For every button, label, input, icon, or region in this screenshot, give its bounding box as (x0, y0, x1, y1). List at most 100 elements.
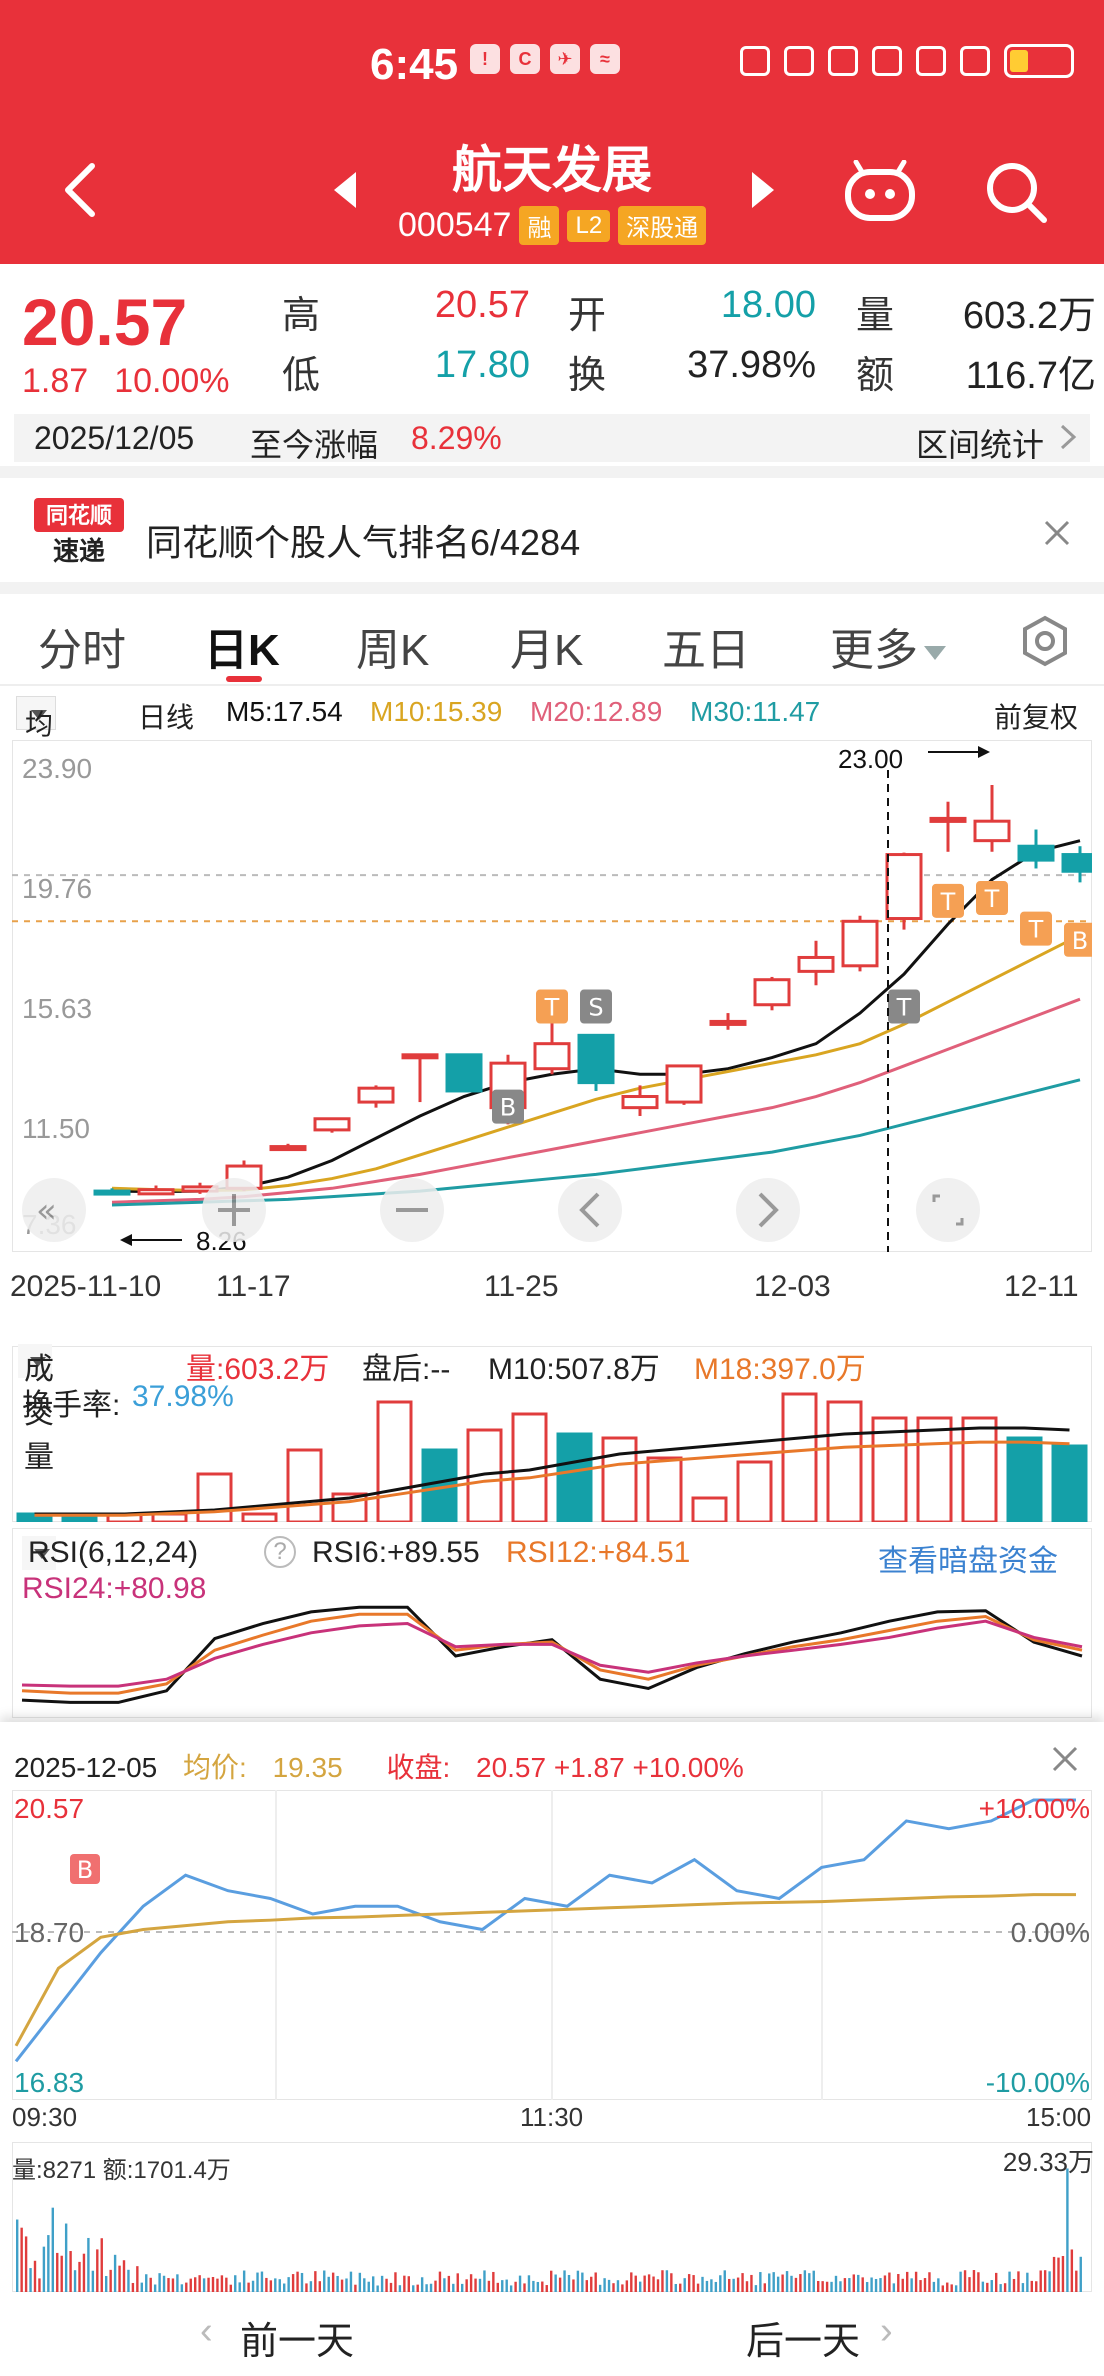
intraday-volume-bar (42, 2246, 46, 2292)
intraday-volume-bar (545, 2285, 548, 2292)
volume-chart[interactable] (12, 1346, 1092, 1522)
intraday-volume-bar (1075, 2270, 1078, 2292)
intraday-chart[interactable]: 20.57 18.70 16.83 +10.00% 0.00% -10.00% … (12, 1790, 1092, 2100)
intraday-volume-bar (234, 2275, 237, 2292)
trade-marker-label: B (500, 1094, 516, 1122)
interval-stats-link[interactable]: 区间统计 (915, 427, 1044, 463)
intraday-volume-bar (287, 2277, 290, 2292)
change-amount: 1.87 (22, 362, 89, 400)
open-value: 18.00 (720, 284, 816, 326)
chevron-left-icon: ‹ (200, 2310, 213, 2352)
intraday-volume-bar (469, 2274, 473, 2292)
rsi-chart[interactable] (12, 1528, 1092, 1718)
back-icon[interactable] (60, 160, 100, 220)
intraday-volume-bar (576, 2270, 580, 2292)
quote-panel: 20.57 1.87 10.00% 高 20.57 低 17.80 开 18.00… (0, 264, 1104, 414)
intraday-volume-bar (501, 2280, 504, 2292)
tab-more[interactable]: 更多 (830, 614, 946, 678)
intraday-volume-bar (590, 2276, 593, 2292)
rsi-selector[interactable]: RSI(6,12,24) (22, 1536, 198, 1570)
intraday-volume-bar (643, 2275, 646, 2292)
volume-selector[interactable]: 成交量 (18, 1344, 54, 1474)
stock-code-row: 000547 融 L2 深股通 (398, 206, 707, 245)
intraday-volume-bar (202, 2278, 206, 2292)
x-label: 11-25 (484, 1270, 559, 1303)
volume-bar (601, 1436, 638, 1522)
tab-five-day[interactable]: 五日 (662, 626, 750, 675)
volume-bar (196, 1472, 233, 1522)
intraday-volume-bar (776, 2276, 780, 2292)
rsi-selector-label: RSI(6,12,24) (28, 1536, 199, 1569)
candle (885, 852, 923, 930)
intraday-volume-bar (679, 2283, 682, 2292)
intraday-volume-bar (336, 2275, 339, 2292)
intraday-volume-bar (363, 2278, 366, 2292)
ths-express-logo: 同花顺 速递 (34, 498, 124, 567)
intraday-volume-bar (198, 2275, 201, 2292)
intraday-volume-bar (883, 2275, 887, 2292)
intraday-volume-legend: 量:8271 额:1701.4万 (12, 2150, 231, 2185)
collapse-left-button (22, 1178, 86, 1242)
previous-stock-icon[interactable] (330, 170, 360, 210)
intraday-volume-bar (581, 2272, 584, 2292)
close-icon[interactable] (1050, 1744, 1080, 1774)
candle (533, 1015, 571, 1075)
candle-body (313, 1117, 351, 1132)
intraday-volume-bar (385, 2278, 388, 2292)
candle (401, 1053, 439, 1103)
intraday-volume-bar (625, 2280, 629, 2292)
dark-pool-link[interactable]: 查看暗盘资金 (878, 1545, 1058, 1578)
tab-daily-k[interactable]: 日K (204, 626, 280, 675)
stock-header: 6:45 ! C ✈ ≈ 航天发展 000547 融 L2 深股通 (0, 0, 1104, 264)
ma-selector[interactable]: 均线 (16, 696, 56, 780)
tab-intraday[interactable]: 分时 (38, 626, 126, 675)
intraday-volume-bar (736, 2277, 740, 2292)
intraday-volume-bar (131, 2282, 135, 2292)
volume-label: 量 (856, 295, 895, 337)
volume-bar (646, 1456, 683, 1522)
divider (0, 466, 1104, 478)
tab-weekly-k[interactable]: 周K (356, 626, 430, 675)
intraday-volume-bar (785, 2271, 789, 2292)
candle (621, 1085, 659, 1116)
next-day-button[interactable]: 后一天 (746, 2321, 861, 2363)
intraday-volume-bar (843, 2278, 847, 2292)
popularity-banner[interactable]: 同花顺 速递 同花顺个股人气排名6/4284 (0, 480, 1104, 580)
next-stock-icon[interactable] (748, 170, 778, 210)
previous-day-button[interactable]: 前一天 (240, 2321, 355, 2363)
help-icon[interactable]: ? (264, 1536, 296, 1568)
intraday-volume-bars (16, 2168, 1082, 2292)
intraday-volume-bar (630, 2272, 633, 2292)
intraday-volume-bar (456, 2273, 459, 2292)
y-left-bottom: 16.83 (14, 2067, 84, 2098)
volume-bar (871, 1416, 908, 1522)
intraday-volume-bar (238, 2282, 241, 2292)
settings-icon[interactable] (1018, 614, 1072, 668)
search-icon[interactable] (984, 160, 1048, 224)
y-right-mid: 0.00% (1011, 1917, 1090, 1948)
adjust-mode[interactable]: 前复权 (994, 702, 1079, 733)
y-left-top: 20.57 (14, 1793, 84, 1824)
intraday-volume-bar (105, 2276, 108, 2292)
intraday-volume-bar (999, 2284, 1002, 2292)
intraday-volume-bar (354, 2284, 357, 2292)
candle (929, 801, 967, 852)
interval-stats-bar[interactable]: 2025/12/05 至今涨幅 8.29% 区间统计 (14, 414, 1090, 463)
intraday-volume-bar (932, 2281, 936, 2292)
kline-x-axis: 2025-11-10 11-17 11-25 12-03 12-11 (0, 1270, 1104, 1310)
robot-assistant-icon[interactable] (842, 160, 918, 224)
intraday-volume-bar (73, 2270, 77, 2292)
intraday-volume-bar (394, 2272, 397, 2292)
close-icon[interactable] (1042, 518, 1072, 548)
candle-body (137, 1188, 175, 1196)
intraday-volume-bar (327, 2276, 330, 2292)
rsi6-value: RSI6:+89.55 (312, 1536, 480, 1569)
intraday-volume-bar (799, 2274, 802, 2292)
intraday-volume-bar (425, 2284, 428, 2292)
price-change: 1.87 10.00% (22, 362, 230, 401)
intraday-volume-bar (283, 2283, 286, 2292)
amount-value: 116.7亿 (965, 355, 1096, 397)
intraday-volume: 量:8271 (12, 2157, 97, 2184)
tab-monthly-k[interactable]: 月K (510, 626, 584, 675)
